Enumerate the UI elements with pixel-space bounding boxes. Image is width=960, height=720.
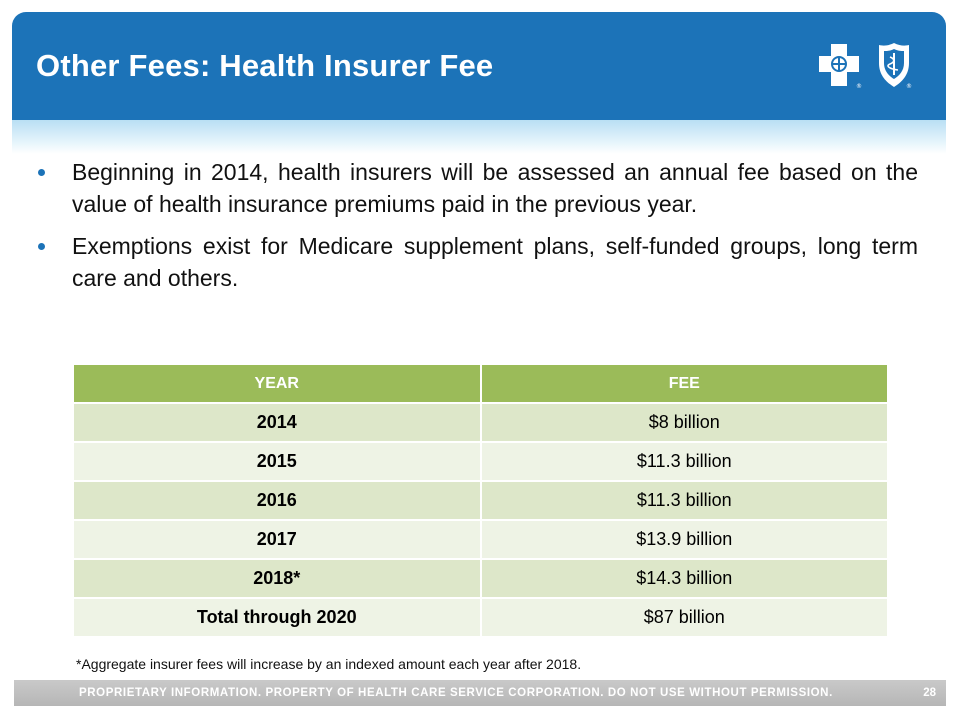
bullet-text: Beginning in 2014, health insurers will …	[72, 159, 918, 217]
column-header-year: YEAR	[72, 363, 482, 404]
year-cell: 2017	[72, 519, 482, 560]
svg-text:®: ®	[856, 83, 862, 90]
logo-group: ® ®	[816, 40, 912, 90]
fee-cell: $8 billion	[479, 402, 889, 443]
bullet-marker-icon	[38, 169, 45, 176]
year-cell: 2014	[72, 402, 482, 443]
fee-table: YEAR FEE 2014 $8 billion 2015 $11.3 bill…	[72, 363, 889, 638]
slide-header: Other Fees: Health Insurer Fee ® ®	[12, 12, 946, 120]
table-row: 2017 $13.9 billion	[72, 519, 889, 560]
bullet-item: Beginning in 2014, health insurers will …	[38, 156, 918, 220]
fee-cell: $87 billion	[479, 597, 889, 638]
year-cell: 2018*	[72, 558, 482, 599]
blue-cross-logo-icon: ®	[816, 40, 862, 90]
blue-shield-logo-icon: ®	[876, 40, 912, 90]
bullet-text: Exemptions exist for Medicare supplement…	[72, 233, 918, 291]
page-number: 28	[923, 687, 936, 699]
fee-cell: $11.3 billion	[479, 441, 889, 482]
slide-title: Other Fees: Health Insurer Fee	[36, 48, 494, 83]
table-header-row: YEAR FEE	[72, 363, 889, 404]
bullet-item: Exemptions exist for Medicare supplement…	[38, 230, 918, 294]
header-divider	[12, 120, 946, 154]
slide-footer: PROPRIETARY INFORMATION. PROPERTY OF HEA…	[14, 680, 946, 706]
year-cell: 2015	[72, 441, 482, 482]
table-row: Total through 2020 $87 billion	[72, 597, 889, 638]
table-footnote: *Aggregate insurer fees will increase by…	[76, 656, 582, 672]
bullet-marker-icon	[38, 243, 45, 250]
year-cell: 2016	[72, 480, 482, 521]
fee-cell: $13.9 billion	[479, 519, 889, 560]
footer-disclaimer: PROPRIETARY INFORMATION. PROPERTY OF HEA…	[79, 687, 833, 699]
year-cell: Total through 2020	[72, 597, 482, 638]
table-row: 2018* $14.3 billion	[72, 558, 889, 599]
fee-cell: $14.3 billion	[479, 558, 889, 599]
table-row: 2016 $11.3 billion	[72, 480, 889, 521]
table-row: 2015 $11.3 billion	[72, 441, 889, 482]
column-header-fee: FEE	[479, 363, 889, 404]
fee-cell: $11.3 billion	[479, 480, 889, 521]
table-row: 2014 $8 billion	[72, 402, 889, 443]
svg-text:®: ®	[906, 83, 912, 90]
bullet-list: Beginning in 2014, health insurers will …	[38, 156, 918, 304]
